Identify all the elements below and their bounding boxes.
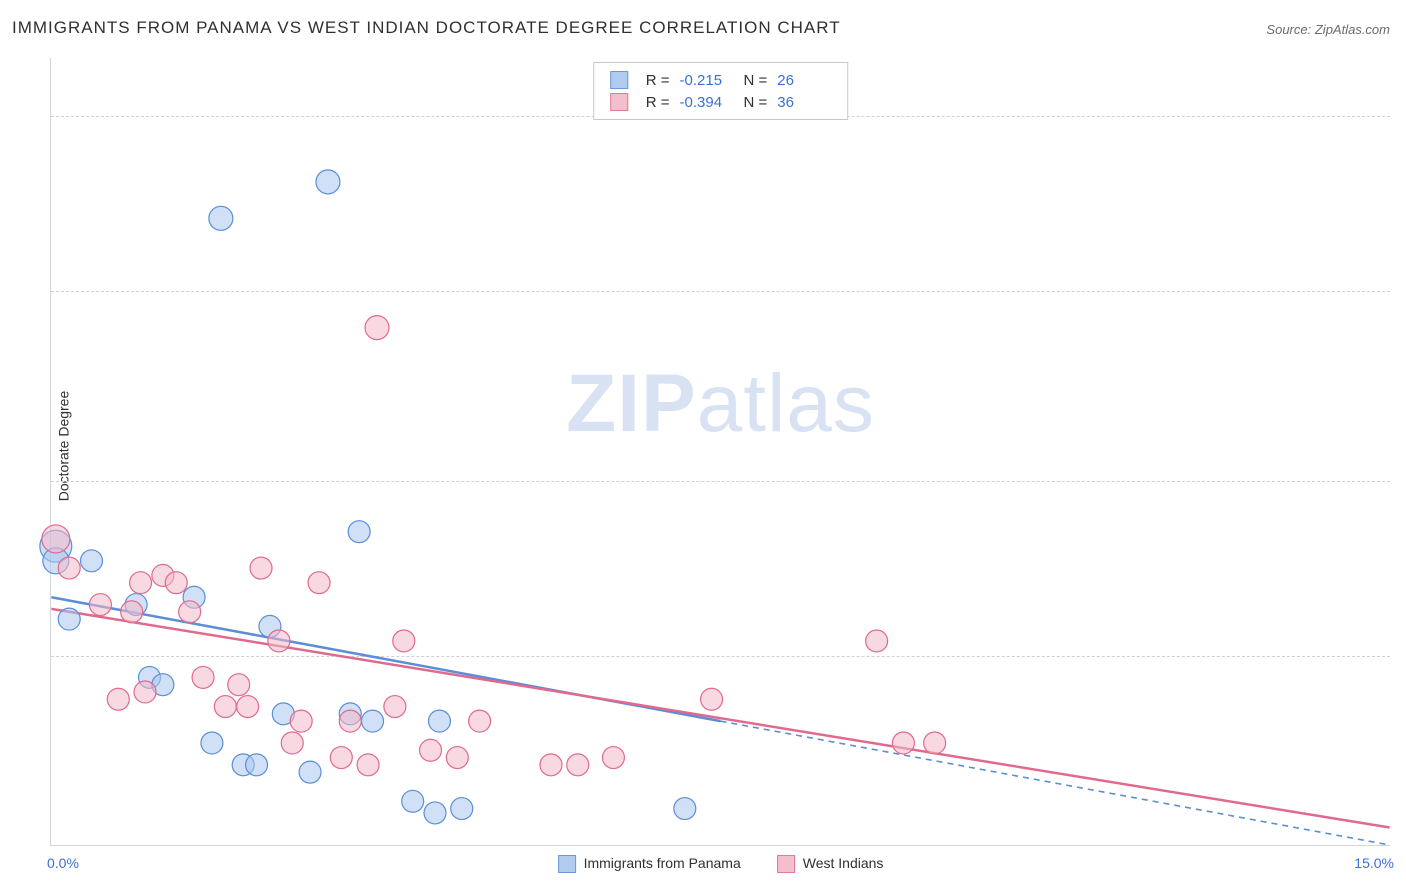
scatter-point <box>602 747 624 769</box>
source-value: ZipAtlas.com <box>1315 22 1390 37</box>
scatter-point <box>179 601 201 623</box>
y-tick-label: 3.8% <box>1396 283 1406 299</box>
scatter-point <box>348 521 370 543</box>
scatter-point <box>201 732 223 754</box>
scatter-point <box>42 525 70 553</box>
scatter-point <box>701 688 723 710</box>
scatter-point <box>567 754 589 776</box>
scatter-point <box>214 696 236 718</box>
scatter-point <box>281 732 303 754</box>
scatter-point <box>362 710 384 732</box>
scatter-point <box>428 710 450 732</box>
scatter-point <box>892 732 914 754</box>
scatter-point <box>924 732 946 754</box>
legend-swatch-panama <box>558 855 576 873</box>
legend-item-panama: Immigrants from Panama <box>558 855 741 873</box>
scatter-point <box>107 688 129 710</box>
y-tick-label: 1.3% <box>1396 648 1406 664</box>
source-attribution: Source: ZipAtlas.com <box>1266 22 1390 37</box>
scatter-point <box>540 754 562 776</box>
scatter-point <box>192 666 214 688</box>
legend-label-panama: Immigrants from Panama <box>584 855 741 871</box>
scatter-point <box>228 674 250 696</box>
x-tick-label-min: 0.0% <box>47 855 79 871</box>
scatter-point <box>308 572 330 594</box>
scatter-points-layer <box>51 58 1390 845</box>
scatter-point <box>246 754 268 776</box>
scatter-point <box>250 557 272 579</box>
scatter-point <box>365 316 389 340</box>
legend-swatch-westindian <box>777 855 795 873</box>
scatter-point <box>384 696 406 718</box>
y-tick-label: 2.5% <box>1396 473 1406 489</box>
scatter-point <box>469 710 491 732</box>
scatter-point <box>58 608 80 630</box>
legend-item-westindian: West Indians <box>777 855 884 873</box>
scatter-point <box>58 557 80 579</box>
scatter-point <box>420 739 442 761</box>
legend-label-westindian: West Indians <box>803 855 884 871</box>
chart-container: IMMIGRANTS FROM PANAMA VS WEST INDIAN DO… <box>0 0 1406 892</box>
scatter-point <box>866 630 888 652</box>
scatter-point <box>121 601 143 623</box>
x-tick-label-max: 15.0% <box>1354 855 1394 871</box>
scatter-point <box>393 630 415 652</box>
scatter-point <box>446 747 468 769</box>
scatter-point <box>237 696 259 718</box>
scatter-point <box>89 594 111 616</box>
scatter-point <box>402 790 424 812</box>
scatter-point <box>316 170 340 194</box>
scatter-point <box>268 630 290 652</box>
scatter-point <box>165 572 187 594</box>
scatter-point <box>81 550 103 572</box>
scatter-point <box>339 710 361 732</box>
y-tick-label: 5.0% <box>1396 108 1406 124</box>
scatter-point <box>134 681 156 703</box>
plot-area: ZIPatlas 1.3%2.5%3.8%5.0% 0.0% 15.0% Imm… <box>50 58 1390 846</box>
scatter-point <box>299 761 321 783</box>
scatter-point <box>674 798 696 820</box>
scatter-point <box>130 572 152 594</box>
source-label: Source: <box>1266 22 1311 37</box>
scatter-point <box>424 802 446 824</box>
bottom-legend: Immigrants from Panama West Indians <box>558 855 884 873</box>
scatter-point <box>290 710 312 732</box>
scatter-point <box>330 747 352 769</box>
chart-title: IMMIGRANTS FROM PANAMA VS WEST INDIAN DO… <box>12 18 841 38</box>
scatter-point <box>357 754 379 776</box>
scatter-point <box>209 206 233 230</box>
scatter-point <box>451 798 473 820</box>
